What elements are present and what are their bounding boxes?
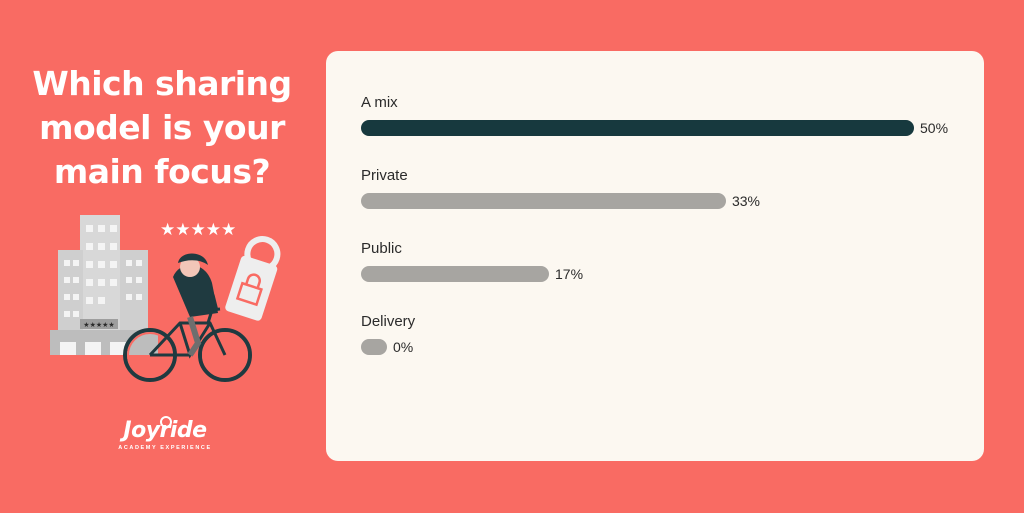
- building-stars: ★★★★★: [83, 321, 114, 329]
- question-line-2: model is your: [39, 108, 285, 147]
- percentage-label: 0%: [393, 339, 414, 355]
- result-bar: [361, 266, 550, 282]
- rating-stars: ★★★★★: [160, 220, 236, 240]
- door-hanger-lock-icon: [225, 236, 281, 321]
- poll-results-card: A mix 50% Private 33% Public 17% Delivery 0%: [326, 51, 984, 461]
- bar-row: 17%: [361, 265, 971, 283]
- option-label: Delivery: [361, 313, 416, 330]
- question-line-3: main focus?: [53, 152, 271, 191]
- question-line-1: Which sharing: [32, 64, 292, 103]
- percentage-label: 50%: [920, 120, 949, 136]
- poll-option: A mix 50%: [361, 94, 971, 137]
- bicycle-icon: [123, 307, 252, 382]
- option-label: Public: [361, 240, 402, 257]
- poll-question: Which sharing model is your main focus?: [22, 62, 302, 194]
- percentage-label: 33%: [731, 193, 760, 209]
- cyclist-illustration: ★★★★★ ★★★★★: [50, 215, 281, 382]
- percentage-label: 17%: [555, 266, 584, 282]
- result-bar: [361, 120, 914, 136]
- option-label: Private: [361, 167, 408, 184]
- poll-option: Private 33%: [361, 167, 971, 210]
- bar-row: 33%: [361, 192, 971, 210]
- rider-figure: [173, 253, 219, 357]
- result-bar: [361, 193, 726, 209]
- logo-ring-icon: [160, 416, 172, 428]
- result-bar: [361, 339, 387, 355]
- poll-option: Delivery 0%: [361, 313, 971, 356]
- bar-row: 0%: [361, 338, 971, 356]
- logo-tagline: ACADEMY EXPERIENCE: [118, 445, 212, 451]
- bar-row: 50%: [361, 119, 971, 137]
- joyride-logo: Joyride ACADEMY EXPERIENCE: [100, 416, 230, 451]
- poll-option: Public 17%: [361, 240, 971, 283]
- option-label: A mix: [361, 94, 398, 111]
